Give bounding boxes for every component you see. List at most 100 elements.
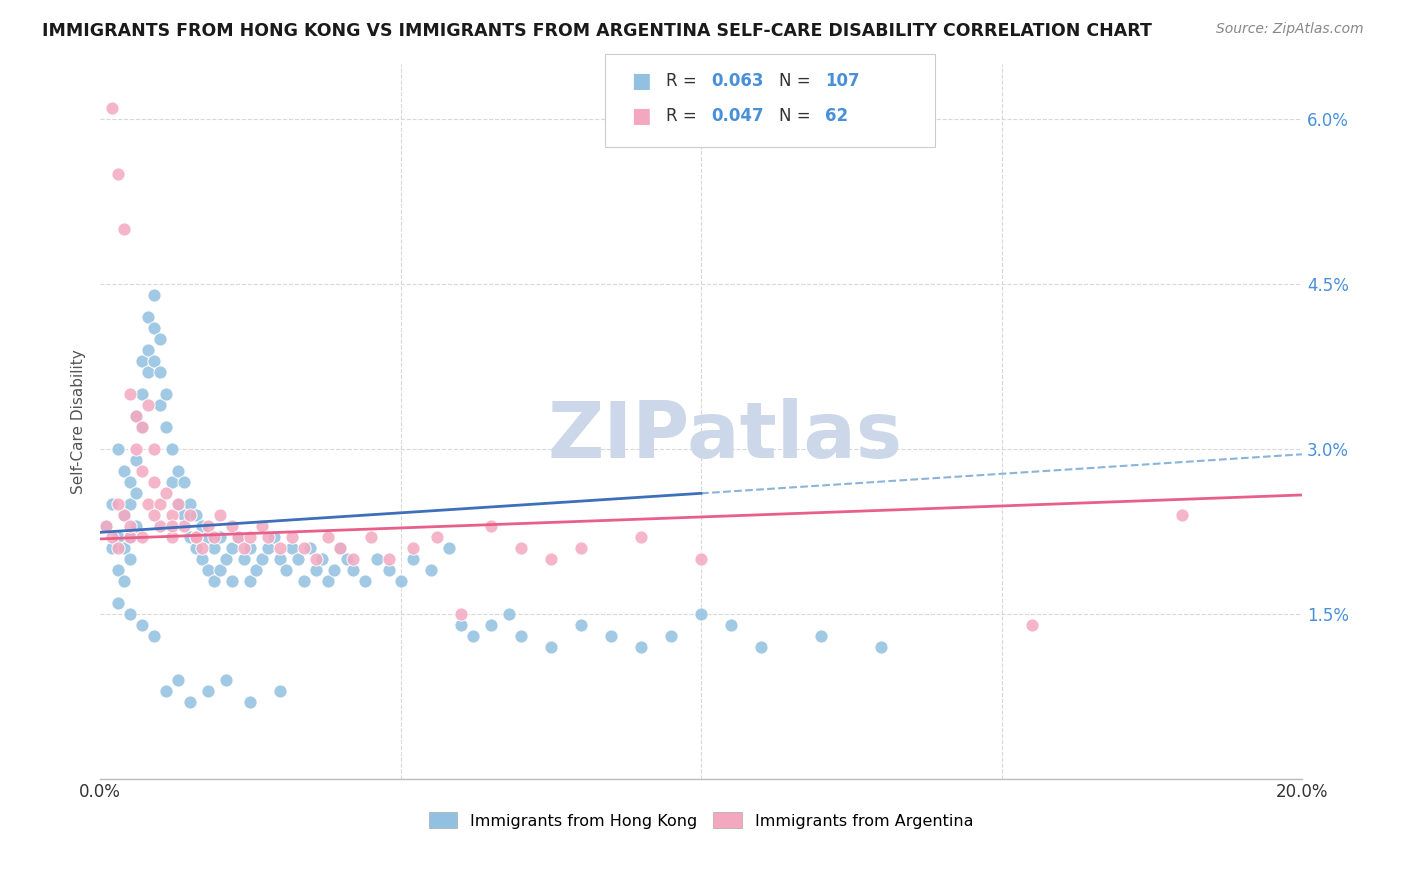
Point [120, 607, 142, 621]
Point [202, 530, 225, 544]
Point [155, 387, 177, 401]
Point [112, 574, 135, 588]
Point [401, 551, 423, 566]
Point [389, 574, 412, 588]
Point [461, 629, 484, 643]
Point [149, 497, 172, 511]
Point [125, 452, 148, 467]
Point [149, 518, 172, 533]
Point [136, 310, 159, 324]
Point [749, 640, 772, 654]
Point [143, 354, 166, 368]
Point [101, 497, 124, 511]
Text: 107: 107 [825, 72, 860, 90]
Point [179, 695, 201, 709]
Point [215, 673, 238, 687]
Point [167, 497, 190, 511]
Point [143, 288, 166, 302]
Point [191, 541, 214, 555]
Point [131, 464, 153, 478]
Point [179, 508, 201, 522]
Point [269, 683, 291, 698]
Point [120, 551, 142, 566]
Legend: Immigrants from Hong Kong, Immigrants from Argentina: Immigrants from Hong Kong, Immigrants fr… [422, 805, 980, 835]
Point [569, 541, 592, 555]
Point [239, 695, 262, 709]
Point [120, 387, 142, 401]
Point [112, 464, 135, 478]
Point [173, 508, 195, 522]
Point [720, 617, 742, 632]
Point [149, 398, 172, 412]
Text: R =: R = [666, 107, 697, 125]
Point [239, 530, 262, 544]
Point [252, 518, 274, 533]
Point [335, 551, 357, 566]
Point [186, 508, 208, 522]
Point [101, 530, 124, 544]
Point [479, 617, 502, 632]
Point [401, 541, 423, 555]
Point [366, 551, 388, 566]
Point [540, 640, 562, 654]
Point [294, 541, 316, 555]
Point [101, 541, 124, 555]
Point [318, 530, 340, 544]
Point [269, 541, 291, 555]
Point [107, 596, 129, 610]
Text: 62: 62 [825, 107, 848, 125]
Point [143, 475, 166, 489]
Point [479, 518, 502, 533]
Point [107, 167, 129, 181]
Point [294, 574, 316, 588]
Point [437, 541, 460, 555]
Point [112, 222, 135, 236]
Point [630, 640, 652, 654]
Point [167, 464, 190, 478]
Point [191, 551, 214, 566]
Point [197, 683, 219, 698]
Point [659, 629, 682, 643]
Point [120, 530, 142, 544]
Point [239, 574, 262, 588]
Point [107, 541, 129, 555]
Point [112, 508, 135, 522]
Point [112, 508, 135, 522]
Point [281, 541, 304, 555]
Point [120, 530, 142, 544]
Point [167, 673, 190, 687]
Point [101, 101, 124, 115]
Point [94, 518, 117, 533]
Point [209, 508, 232, 522]
Point [540, 551, 562, 566]
Point [252, 551, 274, 566]
Point [311, 551, 333, 566]
Point [1171, 508, 1194, 522]
Point [136, 497, 159, 511]
Point [690, 551, 713, 566]
Point [143, 442, 166, 456]
Point [276, 563, 298, 577]
Text: ZIPatlas: ZIPatlas [547, 398, 903, 474]
Point [810, 629, 832, 643]
Point [186, 530, 208, 544]
Point [149, 332, 172, 346]
Point [209, 530, 232, 544]
Point [162, 530, 184, 544]
Point [263, 530, 285, 544]
Point [155, 485, 177, 500]
Point [112, 541, 135, 555]
Point [197, 518, 219, 533]
Point [131, 530, 153, 544]
Point [498, 607, 520, 621]
Point [690, 607, 713, 621]
Point [136, 398, 159, 412]
Point [162, 518, 184, 533]
Point [215, 551, 238, 566]
Point [120, 518, 142, 533]
Point [342, 551, 364, 566]
Point [281, 530, 304, 544]
Point [179, 530, 201, 544]
Point [305, 563, 328, 577]
Text: Source: ZipAtlas.com: Source: ZipAtlas.com [1216, 22, 1364, 37]
